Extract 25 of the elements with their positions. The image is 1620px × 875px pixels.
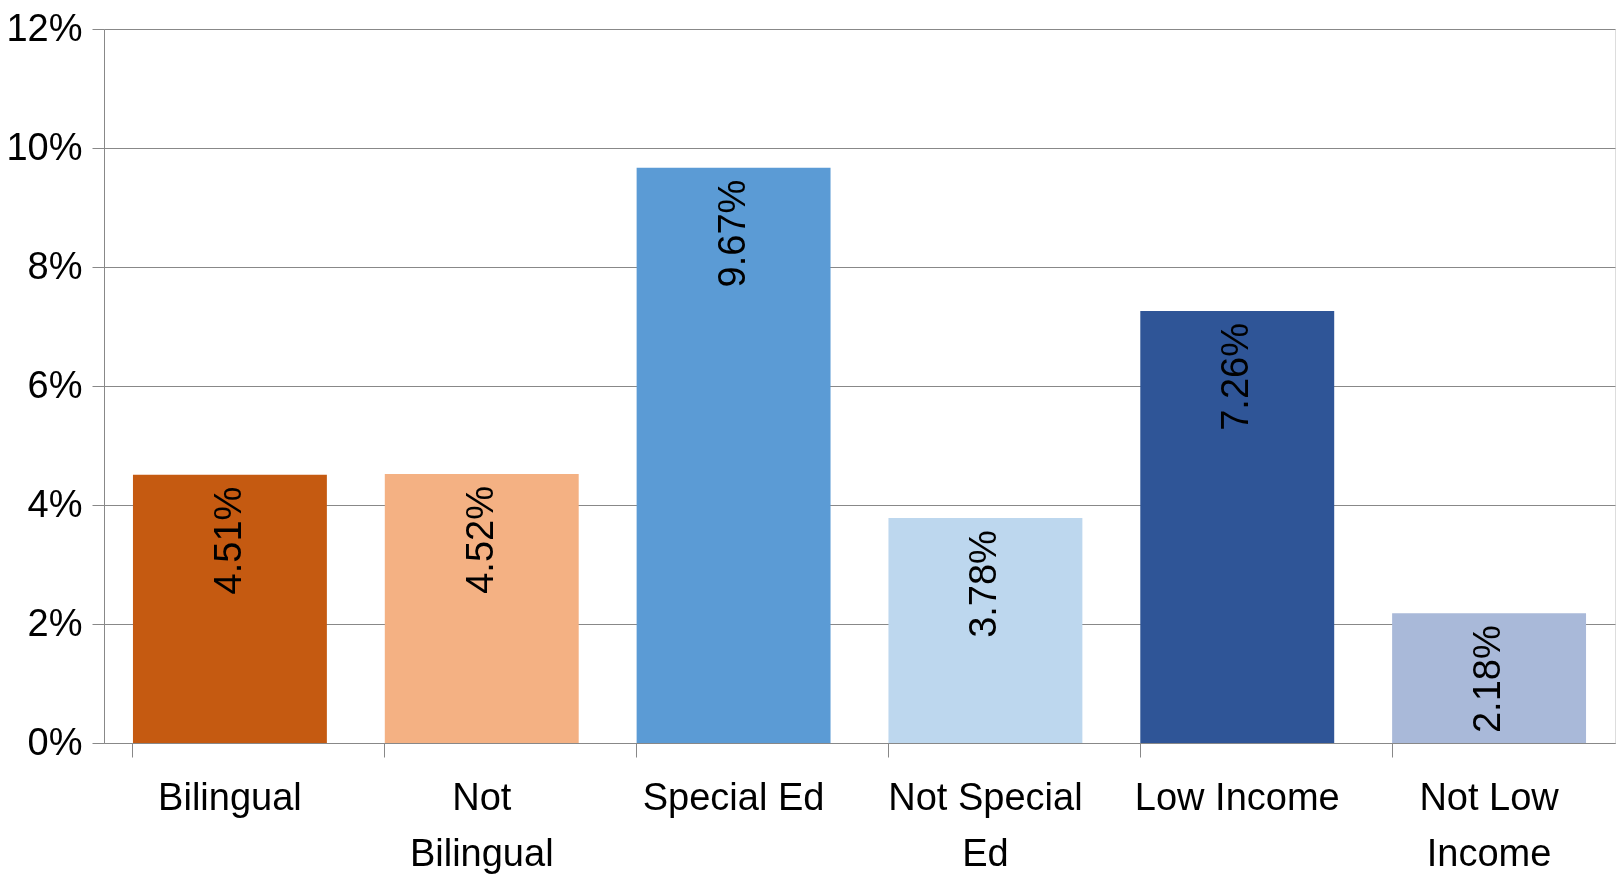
y-tick-label: 0% <box>27 720 83 763</box>
x-tick-label: Special Ed <box>642 775 825 818</box>
bar <box>132 474 327 743</box>
data-label: 4.51% <box>206 486 249 595</box>
bar <box>1392 613 1587 743</box>
y-tick-label: 6% <box>27 363 83 406</box>
data-label: 9.67% <box>710 179 753 288</box>
data-label: 3.78% <box>962 530 1005 638</box>
bar <box>1140 311 1335 743</box>
x-tick-label: Not Special Ed <box>888 775 1083 874</box>
data-label: 7.26% <box>1214 323 1257 431</box>
y-tick-label: 10% <box>6 125 83 168</box>
bar <box>888 518 1083 743</box>
bar <box>384 474 579 743</box>
y-tick-label: 12% <box>6 6 83 49</box>
data-label: 2.18% <box>1466 625 1509 734</box>
x-tick-label: Not Bilingual <box>409 775 554 874</box>
x-tick-label: Low Income <box>1134 775 1340 818</box>
data-label: 4.52% <box>458 486 501 594</box>
x-tick-label: Not Low Income <box>1419 775 1560 874</box>
y-tick-label: 8% <box>27 244 83 287</box>
x-tick-label: Bilingual <box>158 775 302 818</box>
y-tick-label: 2% <box>27 601 83 644</box>
y-tick-label: 4% <box>27 482 83 525</box>
bar <box>636 167 831 743</box>
